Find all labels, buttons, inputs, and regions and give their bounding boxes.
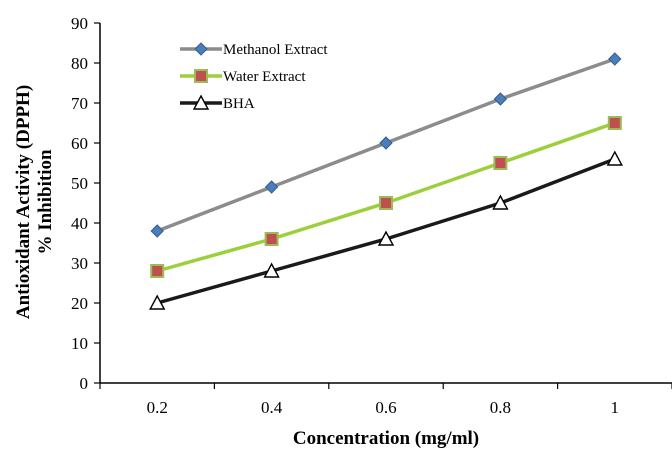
data-point	[151, 225, 163, 237]
x-axis-title: Concentration (mg/ml)	[293, 428, 479, 449]
y-tick-label: 80	[71, 54, 88, 73]
legend-label: Methanol Extract	[223, 42, 328, 58]
x-tick-label: 1	[611, 398, 620, 417]
legend-label: BHA	[223, 96, 255, 112]
y-tick-label: 90	[71, 14, 88, 33]
series-lines	[150, 53, 622, 309]
y-tick-label: 50	[71, 174, 88, 193]
y-axis-title-line1: Antioxidant Activity (DPPH)	[13, 85, 34, 319]
legend-item: Methanol Extract	[180, 42, 328, 58]
y-tick-label: 60	[71, 134, 88, 153]
y-tick-label: 40	[71, 214, 88, 233]
y-tick-label: 0	[80, 374, 89, 393]
y-tick-label: 30	[71, 254, 88, 273]
legend-item: Water Extract	[180, 69, 306, 85]
data-point	[609, 53, 621, 65]
x-tick-label: 0.6	[375, 398, 396, 417]
data-point	[494, 93, 506, 105]
data-point	[380, 197, 392, 209]
legend-marker	[195, 70, 207, 82]
x-tick-label: 0.4	[261, 398, 283, 417]
legend: Methanol Extract Water Extract BHA	[180, 42, 328, 112]
data-point	[151, 265, 163, 277]
data-point	[266, 181, 278, 193]
legend-label: Water Extract	[223, 69, 306, 85]
data-point	[608, 152, 622, 165]
y-tick-label: 20	[71, 294, 88, 313]
data-point	[266, 233, 278, 245]
data-point	[380, 137, 392, 149]
series-bha	[150, 152, 622, 309]
legend-marker	[195, 43, 207, 55]
x-tick-label: 0.2	[147, 398, 168, 417]
legend-item: BHA	[180, 96, 255, 112]
y-tick-label: 70	[71, 94, 88, 113]
y-axis-title-line2: % Inhibition	[35, 149, 56, 255]
data-point	[494, 157, 506, 169]
y-tick-label: 10	[71, 334, 88, 353]
x-tick-label: 0.8	[490, 398, 511, 417]
data-point	[609, 117, 621, 129]
